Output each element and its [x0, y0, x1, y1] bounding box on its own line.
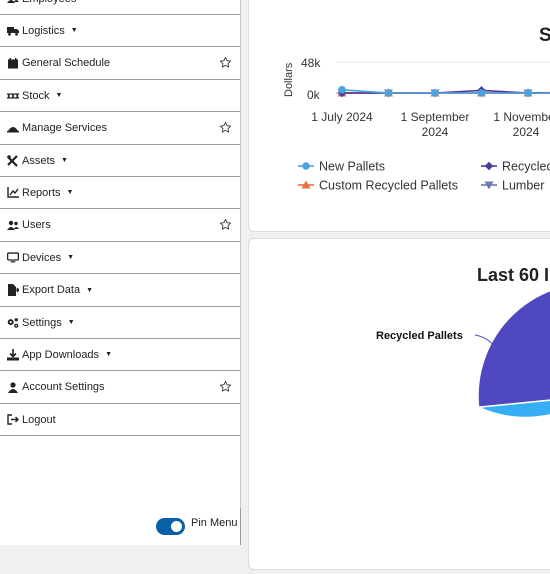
data-point: [477, 89, 486, 97]
legend-marker: [301, 180, 311, 189]
pie-label-connector: [474, 334, 495, 347]
x-tick-label: 1 July 2024: [311, 110, 373, 124]
service-icon: [7, 122, 19, 134]
legend-marker: [302, 162, 310, 170]
toggle-knob: [171, 521, 182, 532]
x-tick-label: 1 November: [493, 110, 550, 124]
pie-chart-title: Last 60 I: [477, 265, 549, 285]
download-icon: [7, 348, 19, 361]
sidebar-item-account-settings[interactable]: Account Settings: [0, 372, 240, 404]
sidebar-item-stock[interactable]: Stock ▼: [0, 80, 240, 113]
star-icon[interactable]: [219, 380, 232, 393]
users-icon: [7, 0, 19, 5]
y-tick-label: 48k: [301, 56, 321, 70]
caret-down-icon: ▼: [67, 319, 75, 326]
star-icon[interactable]: [219, 218, 232, 231]
sidebar-item-label: General Schedule: [22, 57, 111, 70]
y-tick-label: 0k: [307, 88, 321, 102]
user-icon: [7, 381, 19, 393]
chart-icon: [7, 187, 19, 199]
x-tick-label: 2024: [513, 125, 540, 139]
sidebar-item-label: Logistics: [22, 24, 65, 37]
data-point: [384, 89, 393, 97]
sidebar-item-app-downloads[interactable]: App Downloads ▼: [0, 339, 240, 372]
divider: [240, 508, 241, 545]
legend-label: New Pallets: [319, 160, 385, 174]
line-chart-title: S: [539, 25, 550, 46]
sidebar-item-label: App Downloads: [22, 348, 100, 361]
users-icon: [7, 219, 19, 231]
sidebar-item-settings[interactable]: Settings ▼: [0, 307, 240, 339]
caret-down-icon: ▼: [61, 157, 68, 164]
legend-label: Lumber: [502, 179, 544, 193]
pie-slice-label: Recycled Pallets: [376, 330, 463, 342]
tools-icon: [7, 154, 19, 167]
sidebar-item-reports[interactable]: Reports ▼: [0, 177, 240, 210]
sidebar-item-export-data[interactable]: Export Data ▼: [0, 275, 240, 307]
sidebar-item-label: Reports: [22, 186, 61, 199]
monitor-icon: [7, 252, 19, 264]
cogs-icon: [7, 317, 19, 329]
legend-marker: [484, 181, 494, 190]
x-tick-label: 2024: [422, 125, 449, 139]
caret-down-icon: ▼: [82, 0, 89, 2]
legend-label: Custom Recycled Pallets: [319, 179, 458, 193]
sidebar-item-manage-services[interactable]: Manage Services: [0, 113, 240, 145]
star-icon[interactable]: [219, 121, 232, 134]
caret-down-icon: ▼: [86, 286, 94, 294]
series-line: [341, 88, 550, 94]
sidebar-item-label: Logout: [22, 413, 56, 426]
sidebar-item-label: Employees: [22, 0, 76, 5]
legend-label: Recycled: [502, 160, 550, 174]
pin-menu-toggle[interactable]: [156, 518, 185, 535]
data-point: [338, 85, 346, 94]
legend-marker: [484, 161, 494, 171]
caret-down-icon: ▼: [55, 92, 63, 100]
sidebar-item-users[interactable]: Users: [0, 210, 240, 242]
star-icon[interactable]: [219, 56, 232, 69]
pallet-icon: [7, 90, 19, 102]
x-tick-label: 1 September: [401, 110, 470, 124]
caret-down-icon: ▼: [66, 189, 74, 197]
calendar-icon: [7, 57, 19, 69]
sidebar-item-assets[interactable]: Assets ▼: [0, 145, 240, 177]
sidebar-item-label: Account Settings: [22, 381, 105, 394]
sidebar-item-label: Settings: [22, 316, 62, 329]
export-icon: [7, 284, 19, 297]
sidebar-item-label: Devices: [22, 251, 62, 264]
caret-down-icon: ▼: [70, 27, 78, 35]
sidebar-item-label: Assets: [22, 154, 56, 167]
caret-down-icon: ▼: [67, 254, 75, 262]
caret-down-icon: ▼: [105, 351, 112, 359]
data-point: [431, 89, 439, 97]
sidebar-item-label: Manage Services: [22, 122, 107, 135]
sidebar-item-employees[interactable]: Employees ▼: [0, 0, 240, 15]
sidebar-item-logout[interactable]: Logout: [0, 404, 240, 437]
sidebar-item-general-schedule[interactable]: General Schedule: [0, 48, 240, 80]
pie-slice: [475, 399, 550, 419]
sidebar-item-label: Users: [22, 219, 51, 232]
sidebar-item-devices[interactable]: Devices ▼: [0, 242, 240, 275]
sidebar-item-label: Export Data: [22, 284, 81, 297]
sidebar-item-label: Stock: [22, 89, 50, 102]
pie-chart: Last 60 I Recycled Pallets: [376, 265, 550, 419]
pin-menu-label: Pin Menu: [191, 517, 238, 529]
sidebar: Employees ▼ Logistics ▼ General Schedule Stoc…: [0, 0, 241, 545]
pie-slice: [477, 289, 550, 409]
y-axis-label: Dollars: [283, 62, 295, 97]
pie-chart-card: Last 60 I Recycled Pallets: [248, 238, 550, 570]
logout-icon: [7, 414, 19, 426]
line-chart-card: S Dollars 48k 0k 1 July 2024 1 September 2024 1…: [248, 0, 550, 232]
sidebar-item-logistics[interactable]: Logistics ▼: [0, 15, 240, 48]
truck-icon: [7, 25, 19, 37]
data-point: [524, 89, 532, 97]
